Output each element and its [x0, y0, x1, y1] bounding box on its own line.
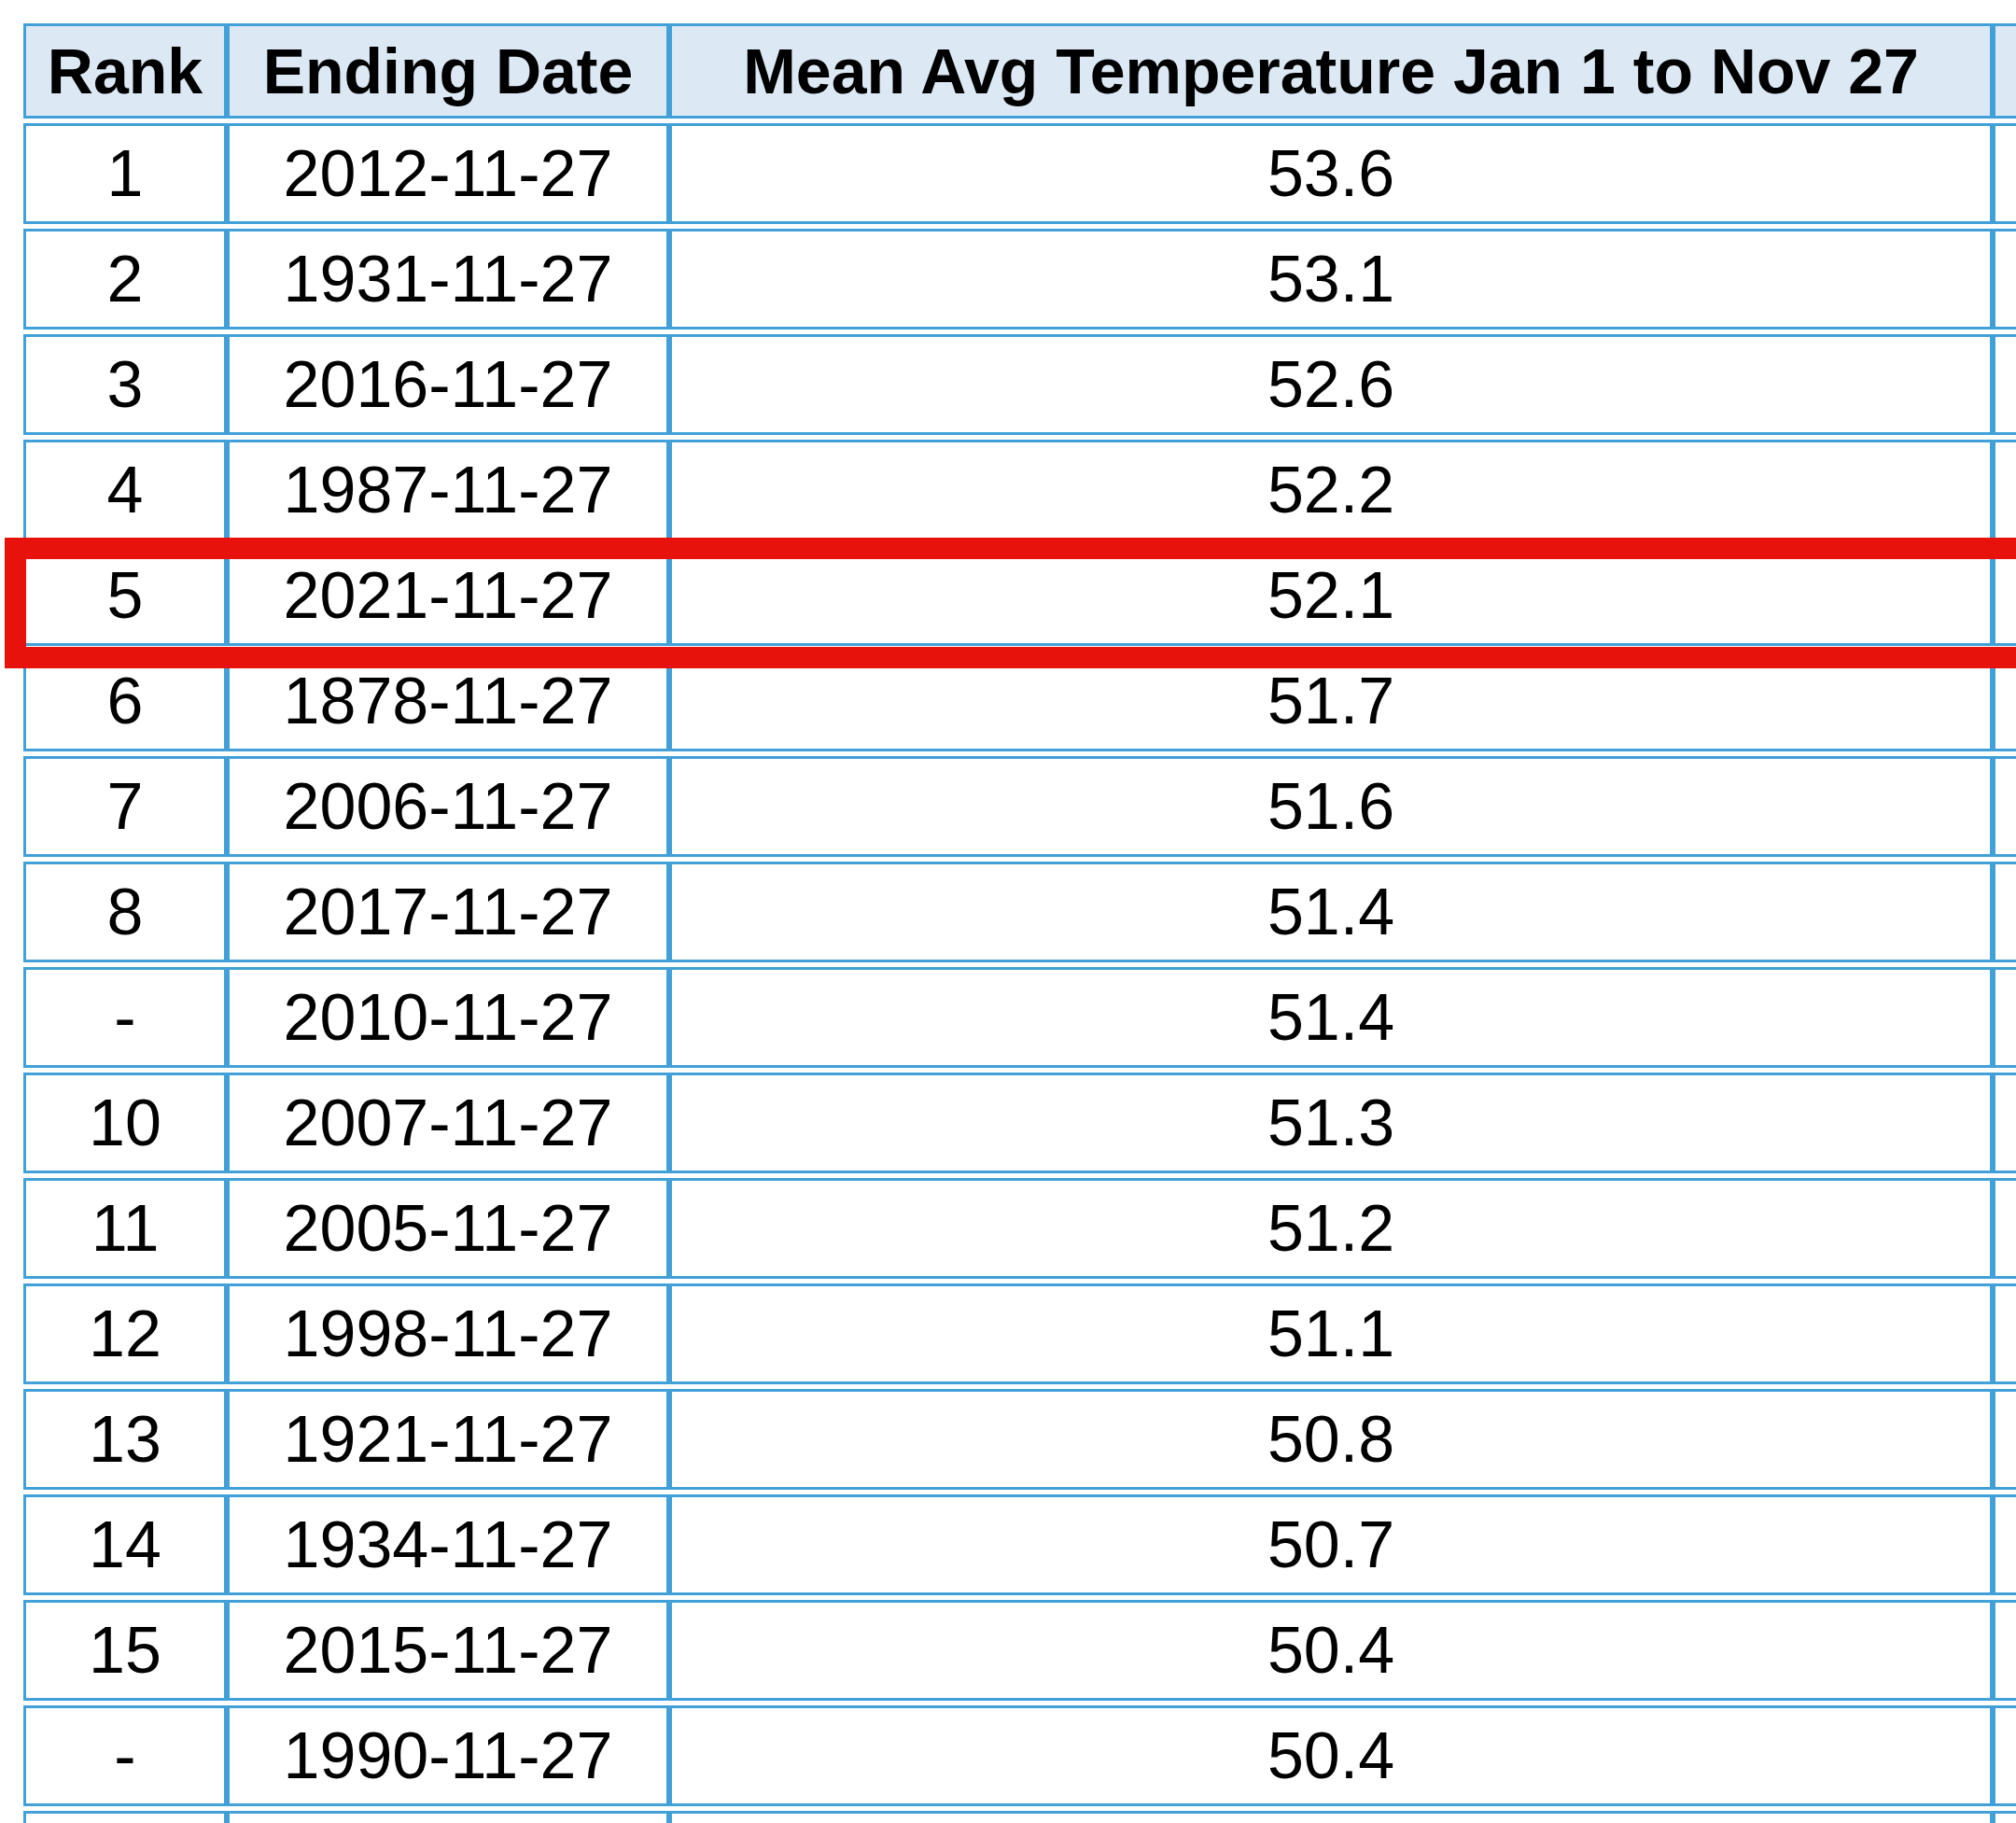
extra-cell [1993, 756, 2016, 857]
temp-cell: 51.1 [669, 1283, 1993, 1384]
extra-cell [1993, 123, 2016, 224]
table-row: 12012-11-2753.6 [23, 123, 2016, 224]
extra-cell [1993, 545, 2016, 646]
table-row: 112005-11-2751.2 [23, 1178, 2016, 1279]
ending-date-column-header: Ending Date [227, 23, 669, 119]
date-cell: 1934-11-27 [227, 1494, 669, 1595]
temp-cell: 50.7 [669, 1494, 1993, 1595]
extra-cell [1993, 862, 2016, 962]
temp-cell: 51.4 [669, 967, 1993, 1068]
rank-cell: 11 [23, 1178, 227, 1279]
temp-cell: 51.7 [669, 651, 1993, 751]
rank-cell: 4 [23, 440, 227, 540]
extra-cell [1993, 1600, 2016, 1701]
table-row: 141934-11-2750.7 [23, 1494, 2016, 1595]
date-cell: 2006-11-27 [227, 756, 669, 857]
date-cell: 1990-11-27 [227, 1705, 669, 1806]
temp-cell: 50.4 [669, 1600, 1993, 1701]
temperature-records-table: Rank Ending Date Mean Avg Temperature Ja… [23, 19, 2016, 1823]
rank-cell: 1 [23, 123, 227, 224]
temp-cell: 52.2 [669, 440, 1993, 540]
table-row: 121998-11-2751.1 [23, 1283, 2016, 1384]
rank-cell: - [23, 967, 227, 1068]
extra-cell [1993, 229, 2016, 330]
table-header: Rank Ending Date Mean Avg Temperature Ja… [23, 23, 2016, 119]
table-row: -2010-11-2751.4 [23, 967, 2016, 1068]
temp-cell: 53.1 [669, 229, 1993, 330]
temp-cell: 50.4 [669, 1705, 1993, 1806]
extra-cell [1993, 1283, 2016, 1384]
extra-cell [1993, 1705, 2016, 1806]
table-row: 61878-11-2751.7 [23, 651, 2016, 751]
extra-cell [1993, 1178, 2016, 1279]
temp-cell [669, 1811, 1993, 1823]
table-row: 72006-11-2751.6 [23, 756, 2016, 857]
table-body: 12012-11-2753.621931-11-2753.132016-11-2… [23, 123, 2016, 1823]
mean-avg-temperature-column-header: Mean Avg Temperature Jan 1 to Nov 27 [669, 23, 1993, 119]
date-cell: 2010-11-27 [227, 967, 669, 1068]
temp-cell: 51.4 [669, 862, 1993, 962]
table-row: 32016-11-2752.6 [23, 334, 2016, 435]
rank-cell: 8 [23, 862, 227, 962]
table-row: 152015-11-2750.4 [23, 1600, 2016, 1701]
date-cell: 1931-11-27 [227, 229, 669, 330]
table-row: 82017-11-2751.4 [23, 862, 2016, 962]
date-cell: 2007-11-27 [227, 1073, 669, 1173]
rank-cell: 10 [23, 1073, 227, 1173]
date-cell: 1998-11-27 [227, 1283, 669, 1384]
date-cell: 2012-11-27 [227, 123, 669, 224]
table-row: 131921-11-2750.8 [23, 1389, 2016, 1490]
extra-cell [1993, 1494, 2016, 1595]
rank-cell: 5 [23, 545, 227, 646]
table-row: 102007-11-2751.3 [23, 1073, 2016, 1173]
extra-cell [1993, 967, 2016, 1068]
date-cell: 2017-11-27 [227, 862, 669, 962]
temp-cell: 51.2 [669, 1178, 1993, 1279]
table-row [23, 1811, 2016, 1823]
rank-cell: - [23, 1705, 227, 1806]
date-cell: 1987-11-27 [227, 440, 669, 540]
date-cell: 2005-11-27 [227, 1178, 669, 1279]
header-row: Rank Ending Date Mean Avg Temperature Ja… [23, 23, 2016, 119]
temp-cell: 51.6 [669, 756, 1993, 857]
date-cell: 1878-11-27 [227, 651, 669, 751]
table-row: 41987-11-2752.2 [23, 440, 2016, 540]
rank-cell: 15 [23, 1600, 227, 1701]
rank-cell: 3 [23, 334, 227, 435]
date-cell [227, 1811, 669, 1823]
temp-cell: 50.8 [669, 1389, 1993, 1490]
rank-cell: 7 [23, 756, 227, 857]
date-cell: 2016-11-27 [227, 334, 669, 435]
rank-column-header: Rank [23, 23, 227, 119]
extra-cell [1993, 440, 2016, 540]
rank-cell [23, 1811, 227, 1823]
rank-cell: 6 [23, 651, 227, 751]
table-row: -1990-11-2750.4 [23, 1705, 2016, 1806]
date-cell: 2021-11-27 [227, 545, 669, 646]
rank-cell: 2 [23, 229, 227, 330]
extra-cell [1993, 1811, 2016, 1823]
table-row: 21931-11-2753.1 [23, 229, 2016, 330]
extra-column-header [1993, 23, 2016, 119]
extra-cell [1993, 1389, 2016, 1490]
date-cell: 2015-11-27 [227, 1600, 669, 1701]
rank-cell: 12 [23, 1283, 227, 1384]
extra-cell [1993, 651, 2016, 751]
temp-cell: 51.3 [669, 1073, 1993, 1173]
extra-cell [1993, 1073, 2016, 1173]
table-row-highlighted: 52021-11-2752.1 [23, 545, 2016, 646]
temp-cell: 52.6 [669, 334, 1993, 435]
temp-cell: 52.1 [669, 545, 1993, 646]
rank-cell: 14 [23, 1494, 227, 1595]
rank-cell: 13 [23, 1389, 227, 1490]
date-cell: 1921-11-27 [227, 1389, 669, 1490]
page: Rank Ending Date Mean Avg Temperature Ja… [0, 0, 2016, 1823]
temp-cell: 53.6 [669, 123, 1993, 224]
extra-cell [1993, 334, 2016, 435]
